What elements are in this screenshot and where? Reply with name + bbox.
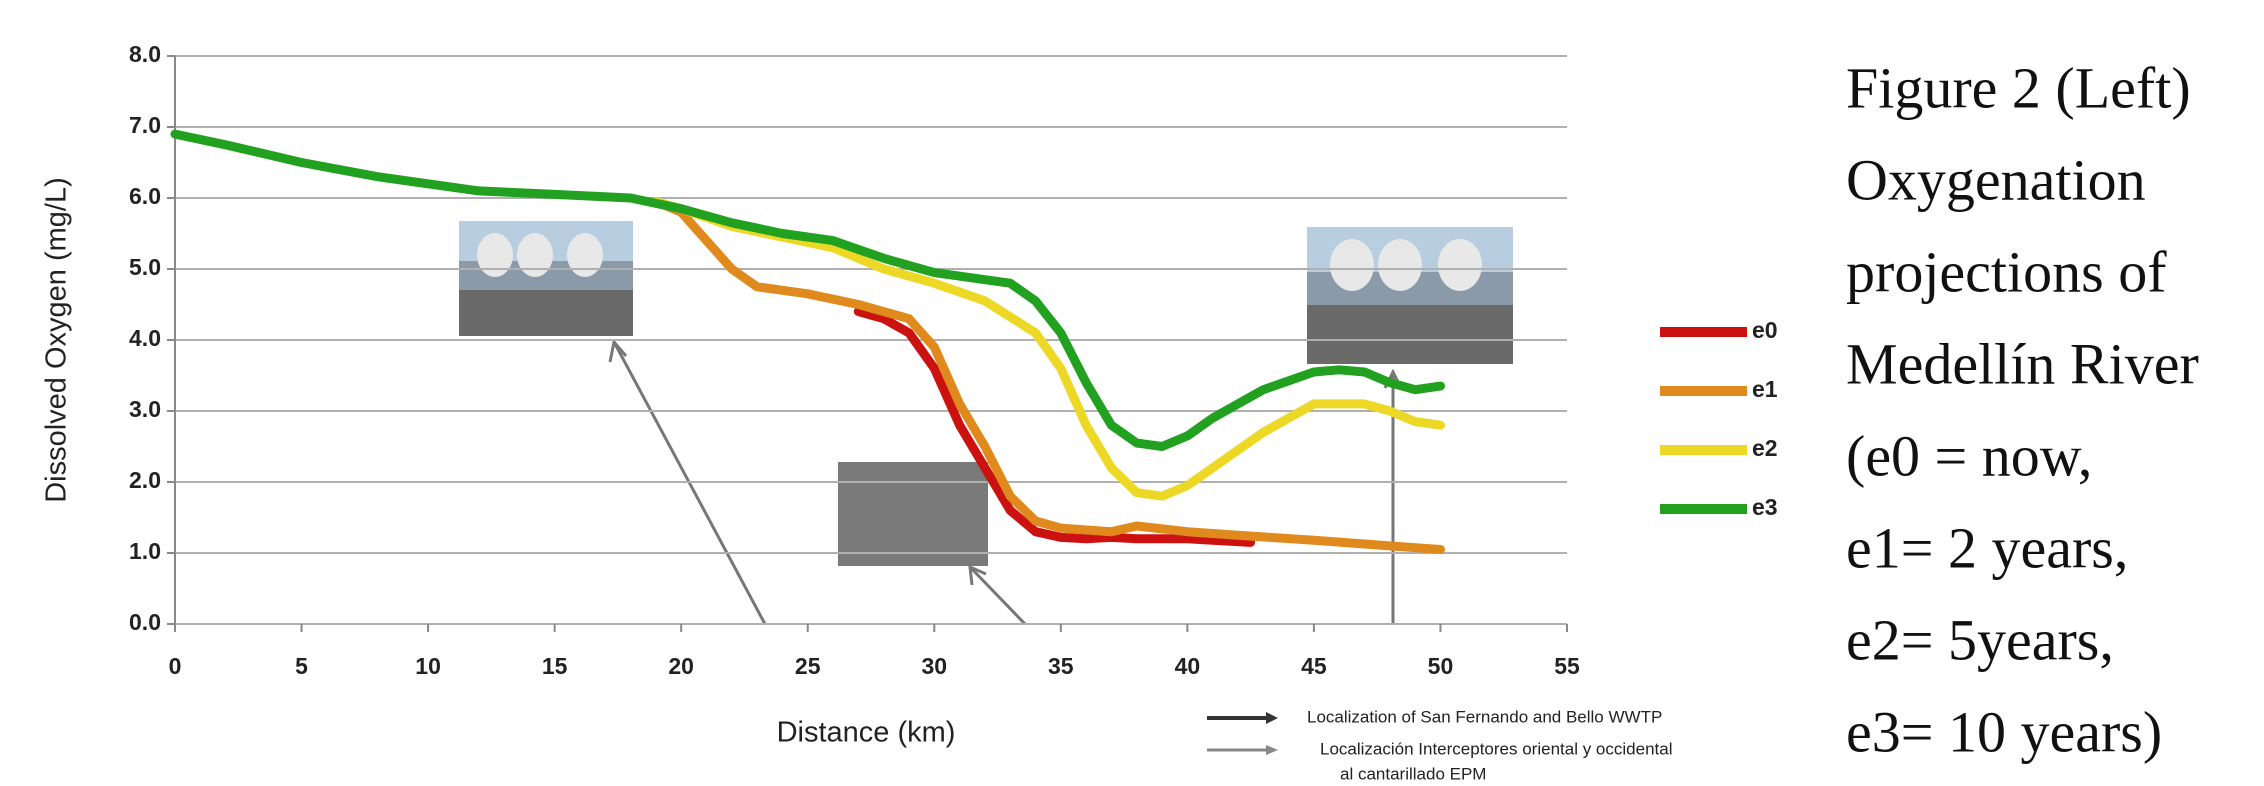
- caption-line: (e0 = now,: [1846, 423, 2092, 488]
- y-tick-label: 3.0: [129, 396, 161, 422]
- x-tick-label: 15: [542, 653, 568, 679]
- note: al cantarillado EPM: [1340, 764, 1486, 783]
- x-tick-label: 20: [668, 653, 694, 679]
- y-tick-label: 4.0: [129, 325, 161, 351]
- legend-label: e2: [1752, 435, 1778, 461]
- x-tick-label: 10: [415, 653, 441, 679]
- y-tick-label: 2.0: [129, 467, 161, 493]
- note-arrows: [1207, 712, 1278, 755]
- x-tick-label: 25: [795, 653, 821, 679]
- caption-line: Oxygenation: [1846, 147, 2146, 212]
- x-tick-label: 50: [1428, 653, 1454, 679]
- note: Localization of San Fernando and Bello W…: [1307, 707, 1662, 726]
- caption-line: e1= 2 years,: [1846, 515, 2128, 580]
- photo-plant-1: [459, 221, 633, 336]
- x-tick-label: 35: [1048, 653, 1074, 679]
- y-tick-label: 6.0: [129, 183, 161, 209]
- photo-plant-2: [1307, 227, 1513, 364]
- x-tick-label: 5: [295, 653, 308, 679]
- y-tick-label: 8.0: [129, 41, 161, 67]
- y-tick-label: 0.0: [129, 609, 161, 635]
- chart: Dissolved Oxygen (mg/L) Distance (km) Lo…: [0, 0, 2264, 786]
- y-tick-label: 1.0: [129, 538, 161, 564]
- legend-label: e1: [1752, 376, 1778, 402]
- caption-line: Figure 2 (Left): [1846, 55, 2191, 120]
- x-tick-label: 45: [1301, 653, 1327, 679]
- x-axis-title: Distance (km): [777, 717, 956, 749]
- caption-line: e3= 10 years): [1846, 699, 2162, 764]
- y-axis-title: Dissolved Oxygen (mg/L): [41, 177, 73, 503]
- legend-label: e0: [1752, 317, 1778, 343]
- x-tick-label: 30: [921, 653, 947, 679]
- caption-line: Medellín River: [1846, 331, 2199, 396]
- x-tick-label: 40: [1175, 653, 1201, 679]
- x-tick-label: 0: [169, 653, 182, 679]
- page: {"chart_data": {"type": "line", "xlabel"…: [0, 0, 2264, 786]
- legend-label: e3: [1752, 494, 1778, 520]
- x-tick-label: 55: [1554, 653, 1580, 679]
- note: Localización Interceptores oriental y oc…: [1320, 739, 1672, 758]
- y-tick-label: 5.0: [129, 254, 161, 280]
- caption-line: projections of: [1846, 239, 2167, 304]
- photo-interceptor: [838, 462, 988, 566]
- y-tick-label: 7.0: [129, 112, 161, 138]
- caption-line: e2= 5years,: [1846, 607, 2114, 672]
